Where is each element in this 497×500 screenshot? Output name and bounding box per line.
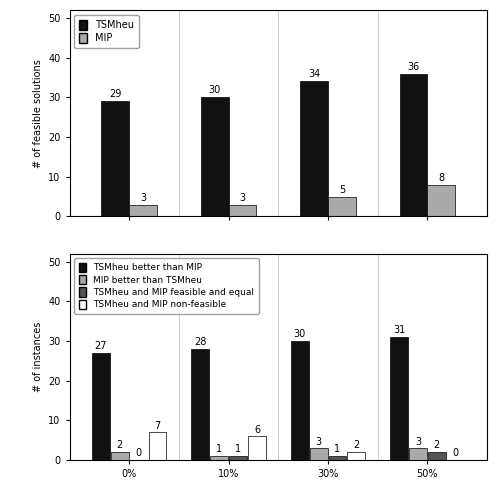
Bar <box>229 456 247 460</box>
Bar <box>390 337 408 460</box>
Text: 7: 7 <box>155 420 161 430</box>
Bar <box>427 184 455 216</box>
Bar <box>149 432 166 460</box>
Bar <box>328 196 356 216</box>
Y-axis label: # of instances: # of instances <box>33 322 43 392</box>
Bar <box>310 448 328 460</box>
Text: 3: 3 <box>316 436 322 446</box>
Text: 2: 2 <box>353 440 359 450</box>
Text: 31: 31 <box>393 326 405 336</box>
Bar <box>300 82 328 216</box>
Text: 28: 28 <box>194 338 206 347</box>
Bar <box>191 349 209 460</box>
Text: 29: 29 <box>109 90 121 100</box>
Text: 1: 1 <box>235 444 241 454</box>
Bar <box>92 353 110 460</box>
Legend: TSMheu better than MIP, MIP better than TSMheu, TSMheu and MIP feasible and equa: TSMheu better than MIP, MIP better than … <box>74 258 258 314</box>
Legend: TSMheu, MIP: TSMheu, MIP <box>75 15 139 48</box>
Text: 3: 3 <box>415 436 421 446</box>
Bar <box>229 204 256 216</box>
Text: 1: 1 <box>334 444 340 454</box>
Text: 6: 6 <box>254 424 260 434</box>
Bar <box>210 456 228 460</box>
Bar <box>111 452 129 460</box>
Bar <box>201 98 229 216</box>
Bar <box>129 204 157 216</box>
Text: 2: 2 <box>434 440 440 450</box>
Text: 0: 0 <box>453 448 459 458</box>
Text: 0: 0 <box>136 448 142 458</box>
Bar <box>101 102 129 216</box>
Bar <box>409 448 427 460</box>
Text: 2: 2 <box>117 440 123 450</box>
Text: 30: 30 <box>209 86 221 96</box>
Text: 30: 30 <box>294 330 306 340</box>
Text: 5: 5 <box>339 184 345 194</box>
Bar <box>400 74 427 217</box>
Text: 34: 34 <box>308 70 320 80</box>
Text: 3: 3 <box>240 192 246 202</box>
Bar <box>291 341 309 460</box>
Text: 8: 8 <box>438 172 444 182</box>
Bar <box>347 452 365 460</box>
Text: 36: 36 <box>408 62 419 72</box>
Bar <box>248 436 266 460</box>
Text: 1: 1 <box>216 444 222 454</box>
Y-axis label: # of feasible solutions: # of feasible solutions <box>33 59 43 168</box>
Bar <box>329 456 346 460</box>
Text: 3: 3 <box>140 192 146 202</box>
Text: 27: 27 <box>94 341 107 351</box>
Bar <box>428 452 446 460</box>
